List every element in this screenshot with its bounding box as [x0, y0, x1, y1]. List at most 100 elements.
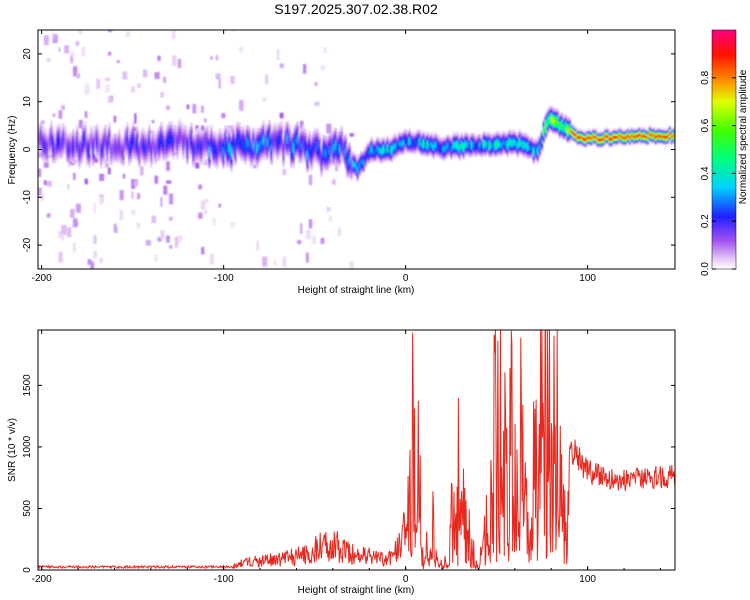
spectrogram-cell: [562, 122, 566, 126]
spectrogram-cell: [246, 143, 249, 148]
spectrogram-cell: [572, 140, 576, 143]
spectrogram-cell: [516, 145, 520, 149]
spectrogram-cell: [440, 143, 443, 146]
spectrogram-cell: [536, 157, 540, 160]
spectrogram-cell: [192, 154, 195, 159]
spectrogram-cell: [244, 139, 247, 143]
spectrogram-cell: [146, 149, 149, 153]
spectrogram-cell: [668, 127, 672, 129]
spectrogram-cell: [374, 142, 377, 145]
spectrogram-cell: [602, 138, 606, 141]
spectrogram-cell: [336, 132, 339, 137]
spectrogram-cell: [424, 143, 427, 147]
spectrogram-cell: [550, 112, 554, 115]
spectrogram-cell: [136, 148, 139, 152]
spectrogram-cell: [656, 130, 660, 133]
spectrogram-cell: [620, 138, 624, 140]
spectrogram-cell: [664, 130, 668, 133]
spectrogram-cell: [240, 142, 243, 146]
spectrogram-cell: [412, 140, 415, 143]
spectrogram-cell: [364, 154, 367, 158]
spectrogram-cell: [228, 142, 231, 147]
spectrogram-cell: [546, 114, 550, 118]
spectrogram-cell: [462, 157, 465, 160]
spectrogram-cell: [376, 152, 379, 155]
spectrogram-cell: [210, 155, 213, 160]
spectrogram-cell: [214, 144, 217, 149]
spectrogram-cell: [668, 139, 672, 141]
spectrogram-cell: [626, 132, 630, 135]
spectrogram-cell: [134, 149, 137, 153]
spectrogram-cell: [536, 153, 540, 156]
spectrogram-cell: [630, 139, 634, 142]
spectrogram-cell: [414, 131, 417, 135]
spectrogram-cell: [240, 139, 243, 143]
spectrogram-cell: [604, 137, 608, 140]
spectrogram-cell: [396, 142, 399, 146]
spectrogram-cell: [662, 136, 666, 139]
spectrogram-cell: [608, 132, 612, 135]
spectrogram-cell: [664, 137, 668, 140]
spectrogram-cell: [598, 136, 602, 139]
spectrogram-cell: [376, 156, 379, 159]
spectrogram-cell: [60, 130, 63, 135]
spectrogram-cell: [308, 152, 311, 157]
spectrogram-cell: [662, 131, 666, 134]
spectrogram-cell: [180, 143, 183, 148]
spectrogram-cell: [576, 138, 580, 141]
spectrogram-cell: [528, 138, 532, 142]
spectrogram-cell: [528, 152, 532, 155]
spectrogram-cell: [134, 152, 137, 156]
spectrogram-cell: [526, 137, 530, 141]
spectrogram-cell: [168, 143, 171, 148]
spectrogram-cell: [146, 133, 149, 138]
spectrogram-cell: [64, 135, 67, 140]
spectrogram-cell: [238, 144, 241, 149]
spectrogram-cell: [438, 155, 441, 159]
spectrogram-cell: [273, 259, 277, 266]
spectrogram-cell: [242, 154, 245, 159]
spectrogram-cell: [506, 148, 510, 152]
spectrogram-cell: [518, 146, 522, 150]
spectrogram-cell: [580, 140, 584, 142]
spectrogram-cell: [50, 139, 53, 143]
spectrogram-cell: [584, 131, 588, 133]
spectrogram-cell: [518, 143, 522, 146]
spectrogram-cell: [662, 141, 666, 143]
spectrogram-cell: [426, 150, 429, 154]
spectrogram-cell: [524, 155, 528, 158]
spectrogram-cell: [404, 142, 407, 145]
spectrogram-cell: [354, 169, 357, 173]
spectrogram-cell: [568, 134, 572, 137]
spectrogram-cell: [234, 146, 237, 151]
spectrogram-cell: [610, 133, 614, 136]
spectrogram-cell: [642, 132, 646, 135]
spectrogram-cell: [78, 134, 81, 138]
spectrogram-cell: [262, 135, 265, 139]
spectrogram-cell: [668, 125, 672, 127]
spectrogram-cell: [93, 251, 98, 259]
spectrogram-cell: [632, 133, 636, 136]
spectrogram-cell: [150, 160, 153, 165]
spectrogram-cell: [326, 206, 331, 212]
spectrogram-cell: [148, 155, 151, 159]
spectrogram-cell: [72, 147, 75, 152]
spectrogram-cell: [606, 127, 610, 130]
spectrogram-cell: [538, 144, 542, 148]
spectrogram-cell: [138, 163, 141, 167]
spectrogram-cell: [562, 115, 566, 118]
spectrogram-cell: [186, 130, 189, 135]
spectrogram-cell: [157, 55, 161, 62]
spectrogram-cell: [156, 143, 159, 148]
spectrogram-cell: [350, 164, 353, 169]
spectrogram-cell: [142, 137, 145, 142]
spectrogram-cell: [64, 132, 67, 136]
spectrogram-cell: [578, 136, 582, 138]
spectrogram-cell: [488, 143, 491, 147]
spectrogram-cell: [388, 149, 391, 152]
spectrogram-cell: [578, 139, 582, 142]
spectrogram-cell: [494, 141, 498, 145]
spectrogram-cell: [536, 143, 540, 147]
spectrogram-cell: [366, 150, 369, 153]
spectrogram-cell: [480, 145, 483, 149]
